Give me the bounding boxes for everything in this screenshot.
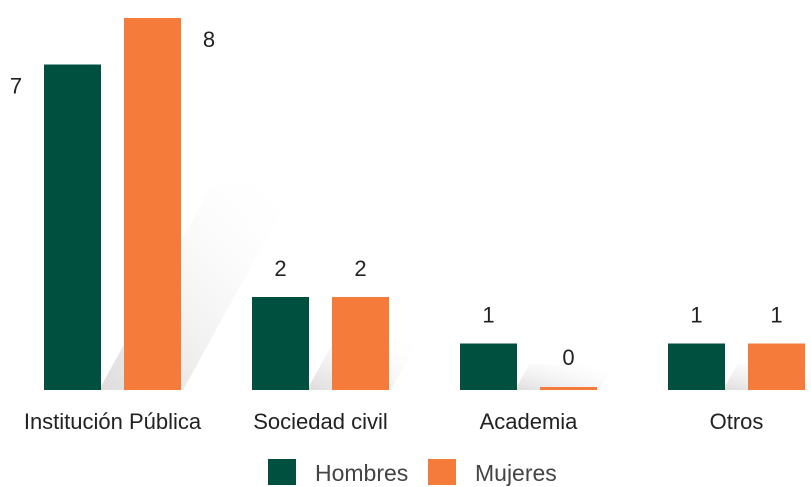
bar-hombres-academia: [460, 343, 517, 390]
data-labels-group: 7 8 2 2 1 0 1 1: [10, 27, 783, 370]
bar-shadow-academia: [515, 364, 614, 390]
legend-label-mujeres: Mujeres: [475, 460, 557, 486]
legend-label-hombres: Hombres: [315, 460, 408, 486]
bars-group: [44, 18, 805, 390]
data-label-mujeres-otros: 1: [770, 303, 782, 328]
data-label-mujeres-institucion-publica: 8: [203, 27, 215, 52]
data-label-hombres-sociedad-civil: 2: [274, 256, 286, 281]
x-tick-label-otros: Otros: [710, 409, 764, 434]
bar-hombres-sociedad-civil: [252, 297, 309, 390]
x-tick-label-sociedad-civil: Sociedad civil: [253, 409, 388, 434]
data-label-mujeres-academia: 0: [562, 345, 574, 370]
data-label-mujeres-sociedad-civil: 2: [354, 256, 366, 281]
bar-mujeres-otros: [748, 343, 805, 390]
bar-mujeres-academia: [540, 387, 597, 390]
data-label-hombres-academia: 1: [482, 303, 494, 328]
bar-hombres-institucion-publica: [44, 64, 101, 390]
legend-swatch-mujeres: [428, 459, 456, 485]
x-tick-label-academia: Academia: [480, 409, 579, 434]
data-label-hombres-institucion-publica: 7: [10, 74, 22, 99]
bar-mujeres-institucion-publica: [124, 18, 181, 390]
data-label-hombres-otros: 1: [690, 303, 702, 328]
legend: Hombres Mujeres: [268, 459, 557, 486]
x-axis-tick-labels: Institución Pública Sociedad civil Academi…: [24, 409, 764, 434]
x-tick-label-institucion-publica: Institución Pública: [24, 409, 202, 434]
bar-hombres-otros: [668, 343, 725, 390]
legend-swatch-hombres: [268, 459, 296, 485]
bar-mujeres-sociedad-civil: [332, 297, 389, 390]
